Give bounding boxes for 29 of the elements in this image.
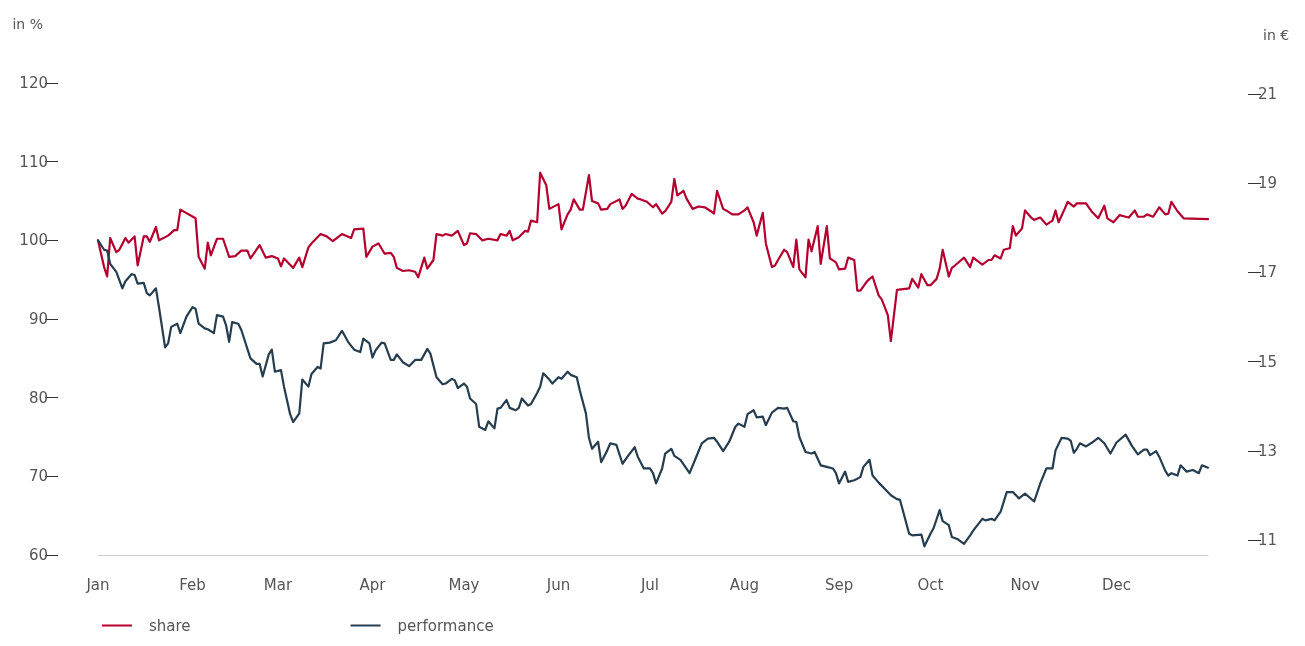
y-tick-label: 110 (19, 152, 48, 171)
legend-label: performance (397, 616, 494, 635)
y-tick-label: 70 (28, 467, 48, 486)
legend-label: share (149, 616, 191, 635)
x-tick-label: Aug (729, 575, 760, 594)
x-tick-label: Dec (1102, 575, 1132, 594)
y-tick-label: 120 (19, 74, 48, 92)
x-tick-label: Oct (917, 575, 944, 594)
y2-tick-label: 13 (1258, 441, 1278, 460)
y2-axis-title: in € (1263, 27, 1290, 43)
x-tick-label: Apr (359, 575, 387, 594)
y2-tick-label: 17 (1258, 263, 1278, 282)
y-tick-label: 100 (19, 231, 48, 250)
y-axis-title: in % (12, 16, 43, 32)
y2-tick-label: 11 (1258, 531, 1278, 549)
x-tick-label: Jun (545, 575, 571, 594)
x-tick-label: Feb (179, 575, 206, 594)
y2-tick-label: 15 (1258, 352, 1278, 371)
x-tick-label: Nov (1010, 575, 1040, 594)
x-tick-label: Mar (263, 575, 293, 594)
x-tick-label: Jan (85, 575, 110, 594)
y-tick-label: 90 (28, 310, 48, 328)
y-tick-label: 60 (28, 546, 48, 564)
x-tick-label: Sep (824, 575, 854, 594)
y2-tick-label: 19 (1258, 174, 1278, 193)
x-tick-label: Jul (639, 575, 660, 594)
y2-tick-label: 21 (1258, 85, 1278, 103)
x-tick-label: May (448, 575, 480, 594)
y-tick-label: 80 (28, 388, 48, 407)
